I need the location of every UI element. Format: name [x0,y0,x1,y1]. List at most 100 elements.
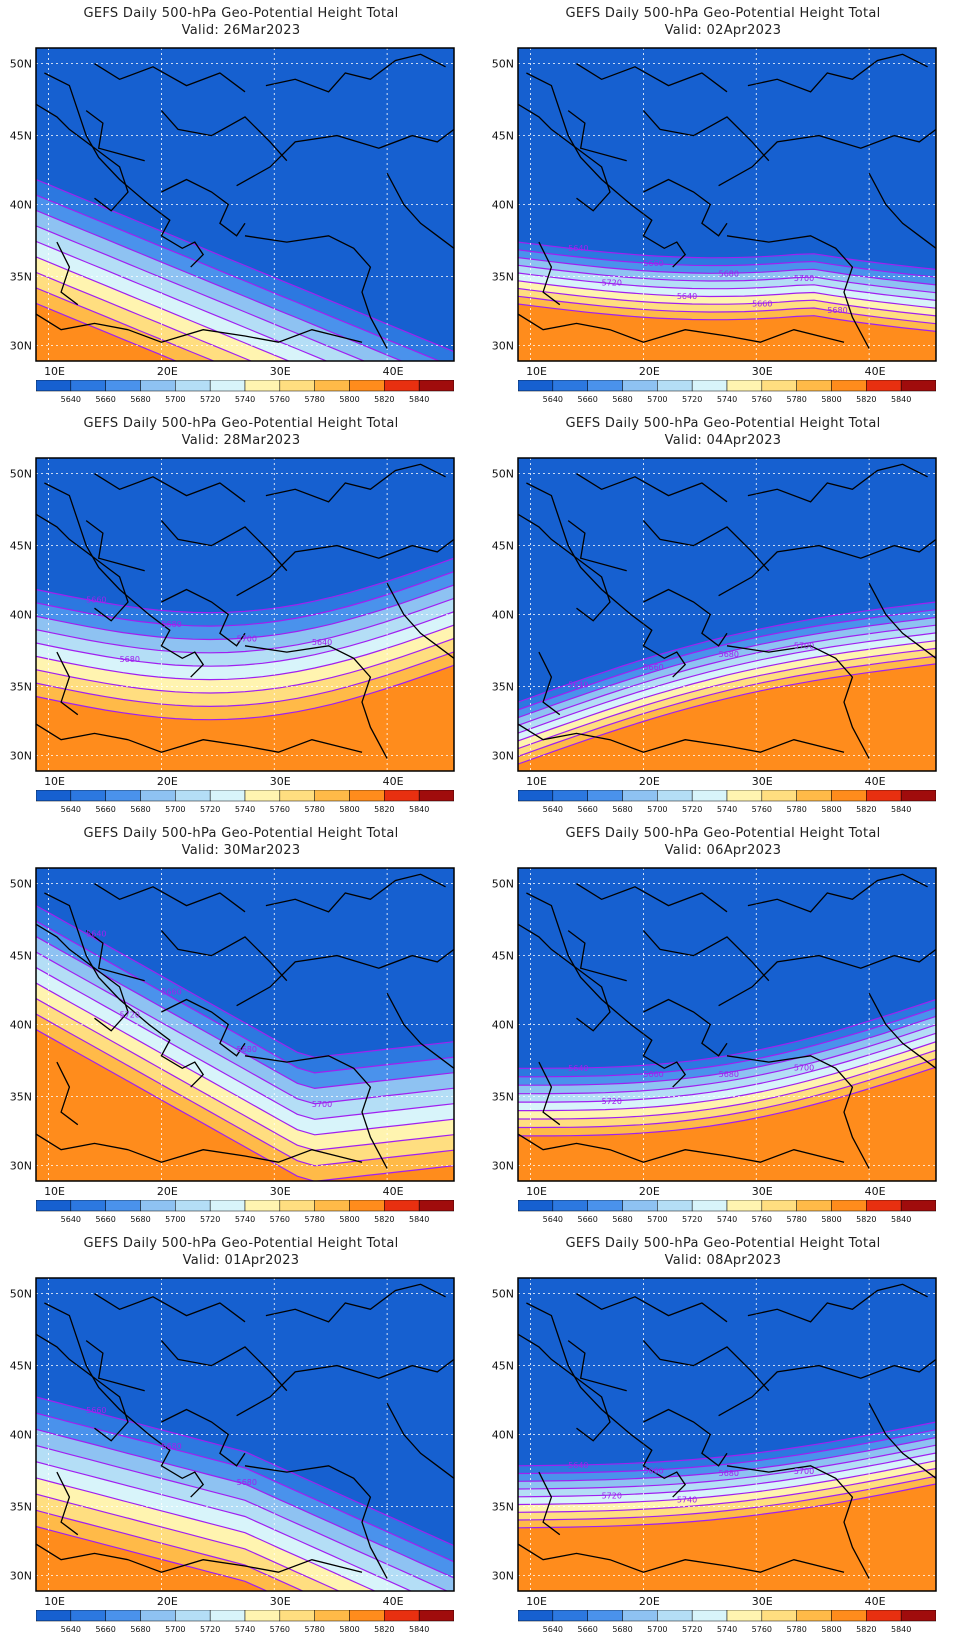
height-band [518,1476,936,1528]
lat-tick-label: 30N [10,1569,32,1582]
contour-line [36,209,404,361]
colorbar-label: 5780 [786,395,806,404]
lon-tick-label: 30E [270,365,291,378]
height-band [36,638,454,707]
coastline [726,235,870,349]
colorbar-label: 5640 [61,1215,81,1224]
colorbar-label: 5780 [304,805,324,814]
coastline [56,651,79,716]
colorbar-label: 5640 [543,1215,563,1224]
lon-tick-label: 20E [639,1595,660,1608]
coastline [94,473,246,503]
coastline [44,892,205,1088]
contour-line [36,1509,305,1591]
contour-label: 5680 [827,306,847,315]
contour-line [36,997,454,1151]
coastline [160,1340,288,1392]
coastline [643,588,728,647]
colorbar-label: 5720 [200,1625,220,1634]
coastline [56,1471,79,1536]
colorbar-swatch [418,380,454,392]
colorbar-label: 5780 [786,1625,806,1634]
coastline [518,513,611,622]
colorbar-swatch [831,1200,867,1212]
coastline [85,1340,145,1392]
contour-label: 5680 [719,650,739,659]
height-band [36,1445,447,1591]
coastline [747,53,928,93]
colorbar-swatch [418,1610,454,1622]
contour-line [36,287,216,361]
height-band [518,1007,936,1086]
colorbar-swatch [622,380,658,392]
coastline [868,172,936,249]
coastline [56,241,79,306]
colorbar-label: 5820 [374,1625,394,1634]
colorbar-swatch [36,1610,72,1622]
colorbar-label: 5760 [270,1215,290,1224]
map-frame [35,457,455,772]
map-canvas: 5640 5660 5680 5700 50N 45N 40N 35N 30N 10E 20E 30E… [492,457,937,788]
lat-tick-label: 45N [492,950,514,963]
contour-label: 5680 [161,620,181,629]
coastline [236,128,454,187]
lon-tick-label: 10E [44,775,65,788]
contour-line [518,601,936,703]
coastline [526,482,687,678]
lon-tick-label: 10E [44,1595,65,1608]
colorbar-label: 5840 [409,1625,429,1634]
coastline [160,110,288,162]
colorbar-swatch [518,1610,554,1622]
colorbar-label: 5840 [891,1625,911,1634]
coastline [518,723,845,753]
map-panel: GEFS Daily 500-hPa Geo-Potential Height … [482,0,964,410]
coastline [642,1340,770,1392]
colorbar-label: 5800 [339,1625,359,1634]
coastline [718,1358,936,1417]
coastline [526,72,687,268]
lon-tick-label: 20E [157,1185,178,1198]
contour-line [518,1007,936,1078]
coastline [642,930,770,982]
colorbar-label: 5760 [752,1625,772,1634]
height-band [518,1453,936,1505]
colorbar-swatch [552,790,588,802]
colorbar-swatch [209,1610,246,1622]
lon-tick-label: 40E [865,365,886,378]
lon-tick-label: 10E [526,775,547,788]
coastline [643,1408,728,1467]
contour-line [36,597,454,654]
colorbar: 5640 5660 5680 5700 5720 5740 5760 5780 5800 5820… [36,790,454,814]
contour-label: 5700 [794,274,814,283]
colorbar-swatch [209,790,246,802]
colorbar-swatch [70,1200,106,1212]
height-band [36,1429,454,1591]
coastline [161,1408,246,1467]
map-frame [517,47,937,362]
coastline [518,1133,845,1163]
colorbar-swatch [587,1610,623,1622]
colorbar-label: 5640 [543,805,563,814]
coastline [386,992,454,1069]
colorbar-swatch [900,790,936,802]
contour-line [518,249,936,278]
contour-line [36,584,454,641]
colorbar-swatch [314,380,350,392]
panel-valid-date: Valid: 02Apr2023 [664,23,782,38]
coastline [518,1333,611,1442]
coastline [718,948,936,1007]
panel-valid-date: Valid: 06Apr2023 [664,843,782,858]
colorbar: 5640 5660 5680 5700 5720 5740 5760 5780 5800 5820… [518,1610,936,1634]
coastline [747,463,928,503]
colorbar-label: 5660 [95,1625,115,1634]
colorbar-swatch [209,380,246,392]
colorbar-swatch [175,1200,211,1212]
contour-line [518,1436,936,1482]
height-band [518,1050,936,1128]
contour-line [36,256,291,361]
contour-line [518,257,936,286]
coastline [236,948,454,1007]
contour-line [518,272,936,301]
contour-line [518,1429,936,1475]
coastline [244,235,388,349]
